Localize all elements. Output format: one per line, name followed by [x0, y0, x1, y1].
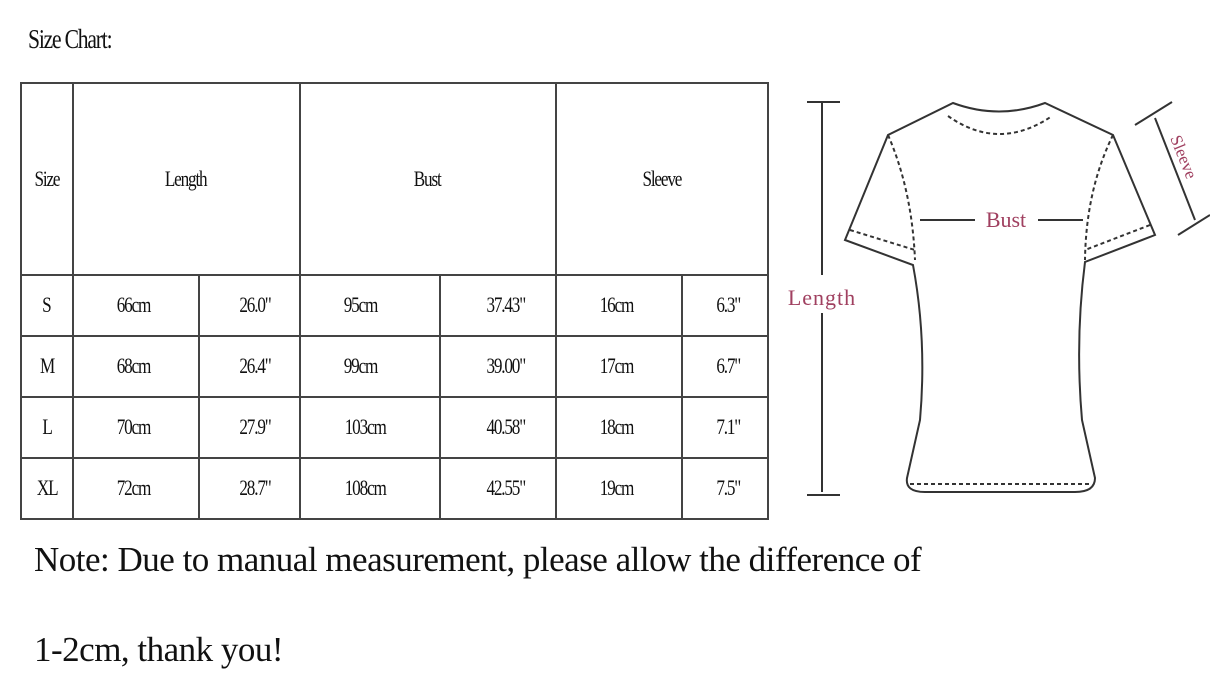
cell-length-cm: 68cm [71, 334, 201, 398]
table-row: L 70cm 27.9" 103cm 40.58" 18cm 7.1" [20, 395, 770, 459]
cell-sleeve-cm: 16cm [554, 273, 683, 337]
cell-size: S [20, 273, 74, 337]
table-header-row: Size Length Bust Sleeve [20, 82, 769, 276]
cell-length-cm: 66cm [71, 273, 201, 337]
cell-length-in: 26.4" [198, 334, 301, 398]
cell-sleeve-in: 7.1" [680, 395, 770, 459]
tshirt-diagram: Length Bust Sleeve [788, 101, 1210, 496]
cell-length-in: 28.7" [198, 456, 301, 521]
size-table: Size Length Bust Sleeve S 66cm 26.0" 95cm 37… [20, 82, 770, 521]
cell-sleeve-in: 7.5" [680, 456, 770, 521]
cell-size: M [20, 334, 74, 398]
table-row: XL 72cm 28.7" 108cm 42.55" 19cm 7.5" [20, 456, 770, 521]
table-row: S 66cm 26.0" 95cm 37.43" 16cm 6.3" [20, 273, 770, 337]
cell-bust-cm: 103cm [298, 395, 442, 459]
chart-title: Size Chart: [28, 24, 113, 54]
cell-sleeve-cm: 18cm [554, 395, 683, 459]
bust-label: Bust [986, 207, 1026, 232]
cell-bust-in: 42.55" [439, 456, 557, 521]
cell-sleeve-in: 6.7" [680, 334, 770, 398]
cell-sleeve-cm: 17cm [554, 334, 683, 398]
table-row: M 68cm 26.4" 99cm 39.00" 17cm 6.7" [20, 334, 770, 398]
cell-bust-cm: 99cm [298, 334, 442, 398]
header-length: Length [71, 82, 301, 276]
cell-length-cm: 70cm [71, 395, 201, 459]
cell-size: L [20, 395, 74, 459]
cell-size: XL [20, 456, 74, 521]
cell-length-cm: 72cm [71, 456, 201, 521]
header-size: Size [20, 82, 74, 276]
sleeve-label: Sleeve [1166, 132, 1201, 181]
header-sleeve: Sleeve [554, 82, 769, 276]
cell-bust-cm: 108cm [298, 456, 442, 521]
sleeve-hem-stitch-right [1084, 224, 1151, 251]
cell-bust-in: 40.58" [439, 395, 557, 459]
cell-bust-cm: 95cm [298, 273, 442, 337]
armhole-stitch-right [1084, 134, 1114, 261]
sleeve-hem-stitch-left [849, 229, 916, 251]
collar-stitch [947, 115, 1053, 135]
cell-sleeve-in: 6.3" [680, 273, 770, 337]
length-label: Length [788, 285, 856, 310]
cell-length-in: 26.0" [198, 273, 301, 337]
cell-bust-in: 37.43" [439, 273, 557, 337]
tshirt-outline [843, 101, 1157, 493]
cell-bust-in: 39.00" [439, 334, 557, 398]
cell-length-in: 27.9" [198, 395, 301, 459]
cell-sleeve-cm: 19cm [554, 456, 683, 521]
armhole-stitch-left [887, 134, 916, 261]
note-line-1: Note: Due to manual measurement, please … [34, 540, 922, 579]
header-bust: Bust [298, 82, 557, 276]
note-line-2: 1-2cm, thank you! [34, 630, 284, 669]
